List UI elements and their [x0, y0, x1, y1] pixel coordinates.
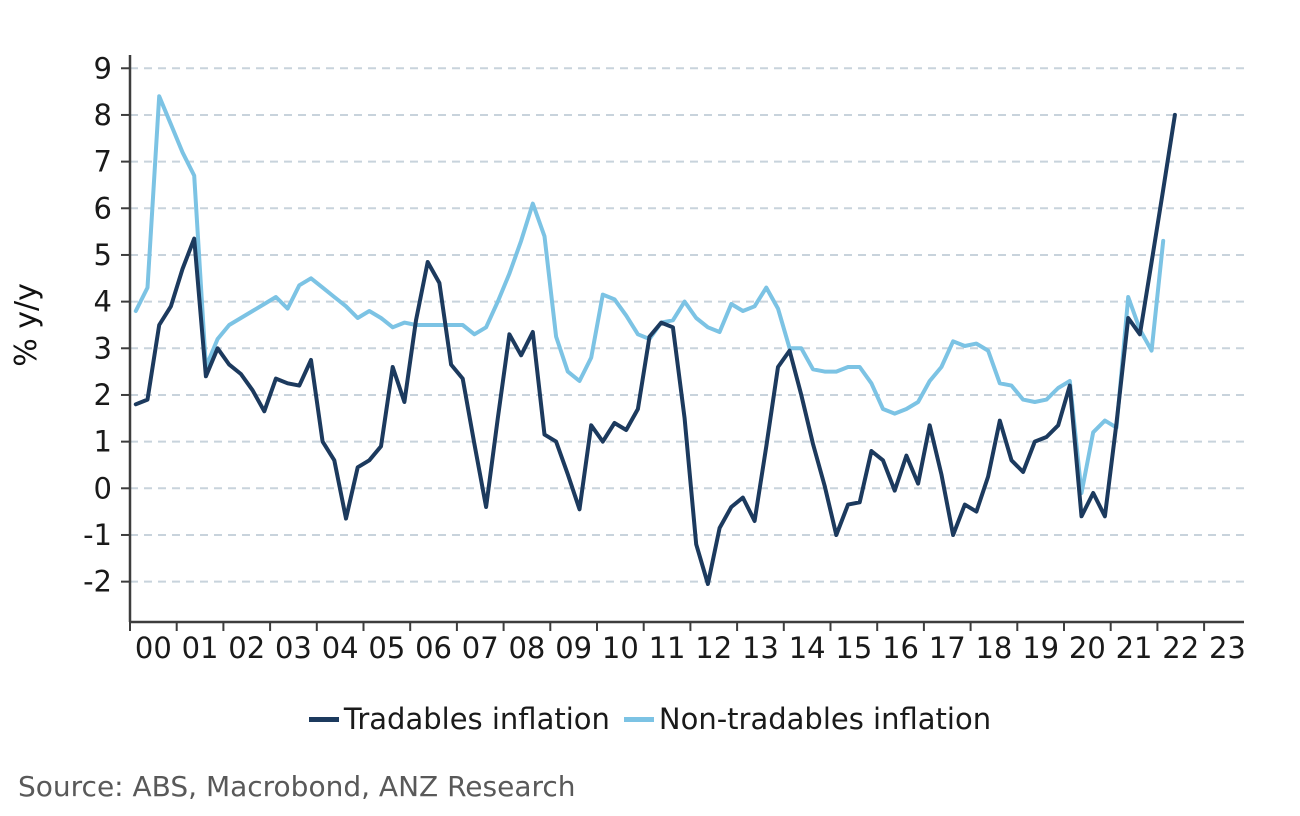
y-tick-label: 6 [94, 191, 112, 225]
x-tick-label: 09 [555, 631, 592, 665]
x-tick-label: 22 [1162, 631, 1199, 665]
x-tick-label: 23 [1209, 631, 1246, 665]
y-tick-label: 4 [94, 285, 112, 319]
source-note: Source: ABS, Macrobond, ANZ Research [18, 770, 576, 803]
y-tick-label: 0 [94, 471, 112, 505]
x-tick-label: 11 [649, 631, 686, 665]
y-tick-label: -2 [83, 565, 112, 599]
x-tick-label: 06 [415, 631, 452, 665]
y-tick-label: 8 [94, 98, 112, 132]
tradables-legend-swatch [308, 716, 339, 722]
x-tick-label: 15 [835, 631, 872, 665]
x-tick-label: 05 [368, 631, 405, 665]
x-tick-label: 10 [602, 631, 639, 665]
x-tick-label: 00 [135, 631, 172, 665]
x-tick-label: 12 [695, 631, 732, 665]
x-tick-label: 07 [462, 631, 499, 665]
x-tick-label: 21 [1116, 631, 1153, 665]
tradables-inflation-line [133, 112, 1177, 586]
legend-item-tradables: Tradables inflation [308, 702, 610, 736]
x-tick-label: 19 [1022, 631, 1059, 665]
x-tick-label: 14 [789, 631, 826, 665]
y-tick-label: 2 [94, 378, 112, 412]
chart-legend: Tradables inflation Non-tradables inflat… [0, 702, 1300, 736]
x-tick-label: 13 [742, 631, 779, 665]
x-tick-label: 08 [508, 631, 545, 665]
non-tradables-legend-swatch [623, 716, 654, 722]
x-tick-label: 18 [975, 631, 1012, 665]
y-tick-label: 7 [94, 145, 112, 179]
x-tick-label: 02 [228, 631, 265, 665]
x-tick-label: 20 [1069, 631, 1106, 665]
x-tick-label: 16 [882, 631, 919, 665]
y-tick-label: -1 [83, 518, 112, 552]
non-tradables-legend-label: Non-tradables inflation [658, 702, 992, 736]
y-tick-label: 5 [94, 238, 112, 272]
x-tick-label: 03 [275, 631, 312, 665]
legend-item-non-tradables: Non-tradables inflation [623, 702, 992, 736]
y-tick-label: 9 [94, 51, 112, 85]
non-tradables-inflation-line [133, 94, 1166, 495]
x-tick-label: 01 [182, 631, 219, 665]
x-tick-label: 17 [929, 631, 966, 665]
y-tick-label: 1 [94, 425, 112, 459]
x-tick-label: 04 [322, 631, 359, 665]
y-tick-label: 3 [94, 331, 112, 365]
tradables-legend-label: Tradables inflation [343, 702, 610, 736]
y-axis-title: % y/y [9, 283, 44, 367]
